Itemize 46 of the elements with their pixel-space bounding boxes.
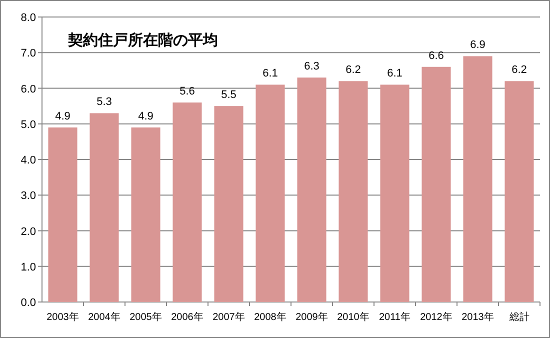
bar bbox=[338, 81, 368, 302]
bar bbox=[172, 102, 202, 302]
x-tick-label: 2007年 bbox=[212, 311, 245, 323]
bar bbox=[504, 81, 534, 302]
x-tick-label: 2003年 bbox=[46, 311, 79, 323]
y-tick-label: 1.0 bbox=[20, 261, 36, 274]
text: 契約住戸所在階の平均 bbox=[67, 32, 218, 49]
bar bbox=[131, 127, 160, 302]
data-label: 6.1 bbox=[262, 68, 278, 80]
y-tick-label: 4.0 bbox=[20, 154, 36, 166]
y-tick-label: 7.0 bbox=[20, 48, 36, 60]
bar bbox=[380, 84, 410, 302]
y-tick-label: 2.0 bbox=[20, 226, 36, 238]
bar bbox=[214, 106, 244, 302]
x-tick-label: 2011年 bbox=[378, 311, 411, 323]
y-tick-label: 5.0 bbox=[20, 118, 36, 131]
bar bbox=[422, 66, 451, 302]
x-tick-label: 2008年 bbox=[254, 311, 286, 323]
bar bbox=[90, 113, 119, 302]
bar bbox=[256, 84, 285, 302]
y-tick-label: 0.0 bbox=[20, 297, 36, 309]
x-tick-label: 2013年 bbox=[462, 311, 494, 323]
data-label: 6.2 bbox=[512, 64, 527, 76]
data-label: 6.2 bbox=[346, 64, 361, 76]
x-tick-label: 2004年 bbox=[88, 311, 120, 323]
y-tick-label: 6.0 bbox=[20, 83, 36, 96]
y-tick-label: 8.0 bbox=[20, 12, 36, 24]
y-tick-label: 3.0 bbox=[20, 190, 36, 202]
data-label: 5.6 bbox=[180, 86, 195, 98]
data-label: 6.3 bbox=[304, 60, 320, 73]
x-tick-label: 総計 bbox=[508, 311, 530, 323]
bar bbox=[463, 56, 492, 302]
x-tick-label: 2006年 bbox=[171, 311, 204, 323]
data-label: 5.5 bbox=[221, 89, 236, 102]
x-tick-label: 2010年 bbox=[337, 311, 370, 323]
x-tick-label: 2005年 bbox=[130, 311, 162, 323]
data-label: 4.9 bbox=[55, 110, 70, 122]
x-tick-label: 2009年 bbox=[296, 311, 328, 323]
data-label: 6.6 bbox=[428, 50, 444, 62]
data-label: 5.3 bbox=[96, 96, 112, 108]
bar bbox=[48, 127, 78, 302]
bar bbox=[297, 78, 326, 302]
x-tick-label: 2012年 bbox=[420, 311, 452, 323]
data-label: 6.1 bbox=[387, 68, 402, 80]
data-label: 6.9 bbox=[470, 39, 486, 52]
data-label: 4.9 bbox=[138, 110, 154, 122]
